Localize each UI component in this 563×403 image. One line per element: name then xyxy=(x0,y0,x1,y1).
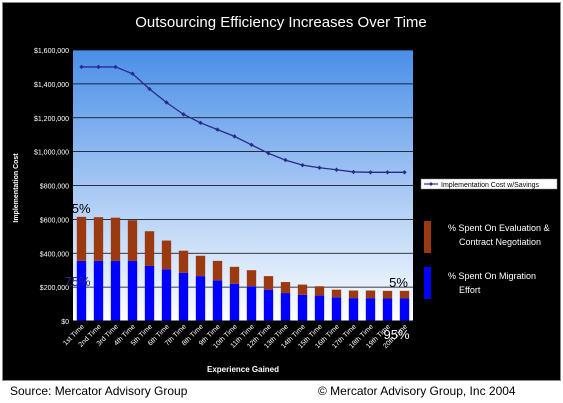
line-point xyxy=(334,167,339,172)
line-point xyxy=(368,170,373,175)
bar-migration xyxy=(144,265,155,321)
bar-migration xyxy=(382,298,393,321)
legend-label-line: Implementation Cost w/Savings xyxy=(441,182,540,189)
chart-svg: Outsourcing Efficiency Increases Over Ti… xyxy=(13,14,558,374)
y-tick-label: $1,600,000 xyxy=(34,48,69,55)
line-point xyxy=(385,170,390,175)
bar-evaluation xyxy=(348,290,359,299)
line-point xyxy=(96,64,101,70)
bar-evaluation xyxy=(110,217,121,261)
bar-migration xyxy=(93,260,104,321)
line-point xyxy=(198,120,203,126)
line-point xyxy=(351,169,356,175)
bar-evaluation xyxy=(76,216,87,261)
bar-migration xyxy=(161,269,172,321)
line-point xyxy=(232,134,237,139)
chart-frame: Outsourcing Efficiency Increases Over Ti… xyxy=(2,2,561,381)
line-point xyxy=(113,64,118,70)
y-tick-label: $0 xyxy=(61,319,69,326)
y-tick-label: $1,000,000 xyxy=(34,150,69,157)
legend-label-evaluation-2: Contract Negotiation xyxy=(459,237,541,247)
line-point xyxy=(300,162,305,168)
source-note: Source: Mercator Advisory Group xyxy=(10,384,188,398)
line-point xyxy=(266,151,271,156)
bar-evaluation xyxy=(382,290,393,299)
bar-migration xyxy=(212,280,223,321)
bar-evaluation xyxy=(263,276,274,290)
bar-migration xyxy=(365,298,376,321)
bar-migration xyxy=(195,276,206,321)
y-tick-label: $800,000 xyxy=(40,184,69,191)
annotation-label: 95% xyxy=(383,327,409,342)
y-tick-label: $1,400,000 xyxy=(34,82,69,89)
y-tick-label: $200,000 xyxy=(40,285,69,292)
y-tick-label: $1,200,000 xyxy=(34,116,69,123)
line-point xyxy=(130,71,135,76)
legend-label-evaluation-1: % Spent On Evaluation & xyxy=(448,223,550,233)
bar-migration xyxy=(399,298,410,321)
legend-line-box xyxy=(420,178,558,190)
bar-evaluation xyxy=(280,282,291,294)
bar-evaluation xyxy=(365,290,376,299)
line-point xyxy=(181,112,186,117)
annotation-label: 75% xyxy=(64,274,90,289)
legend-label-migration-2: Effort xyxy=(459,285,481,295)
bar-evaluation xyxy=(195,255,206,277)
bar-migration xyxy=(280,293,291,321)
legend-swatch-migration xyxy=(424,267,431,299)
annotation-label: 25% xyxy=(64,201,90,216)
legend-label-migration-1: % Spent On Migration xyxy=(448,271,536,281)
bar-migration xyxy=(229,283,240,321)
line-point xyxy=(164,100,169,105)
bar-evaluation xyxy=(212,260,223,281)
bar-evaluation xyxy=(297,284,308,295)
bar-migration xyxy=(297,294,308,321)
bar-evaluation xyxy=(93,217,104,261)
line-point xyxy=(215,127,220,132)
line-point xyxy=(283,157,288,163)
bar-evaluation xyxy=(399,290,410,299)
bar-evaluation xyxy=(246,270,257,287)
copyright-note: © Mercator Advisory Group, Inc 2004 xyxy=(318,384,516,398)
bar-migration xyxy=(127,260,138,321)
line-point xyxy=(79,64,84,70)
line-point xyxy=(147,86,152,92)
x-axis-title: Experience Gained xyxy=(207,365,279,374)
line-cost-with-savings xyxy=(81,66,405,173)
bar-evaluation xyxy=(127,220,138,261)
bar-migration xyxy=(76,260,87,321)
bar-evaluation xyxy=(161,240,172,270)
bar-evaluation xyxy=(314,286,325,296)
bar-migration xyxy=(246,286,257,321)
line-point xyxy=(317,165,322,170)
bar-evaluation xyxy=(144,231,155,266)
bar-migration xyxy=(331,297,342,321)
bar-migration xyxy=(348,298,359,321)
legend-line-marker xyxy=(429,182,433,186)
y-tick-label: $400,000 xyxy=(40,251,69,258)
line-point xyxy=(249,142,254,148)
bar-evaluation xyxy=(331,289,342,298)
bar-migration xyxy=(263,289,274,321)
legend-swatch-evaluation xyxy=(424,221,431,253)
bar-migration xyxy=(110,260,121,321)
bar-migration xyxy=(314,295,325,321)
chart-title: Outsourcing Efficiency Increases Over Ti… xyxy=(135,14,427,31)
bar-migration xyxy=(178,272,189,321)
line-point xyxy=(402,170,407,175)
y-axis-title: Implementation Cost xyxy=(13,153,20,223)
y-tick-label: $600,000 xyxy=(40,217,69,224)
annotation-label: 5% xyxy=(389,275,408,290)
bar-evaluation xyxy=(229,266,240,284)
bar-evaluation xyxy=(178,250,189,273)
